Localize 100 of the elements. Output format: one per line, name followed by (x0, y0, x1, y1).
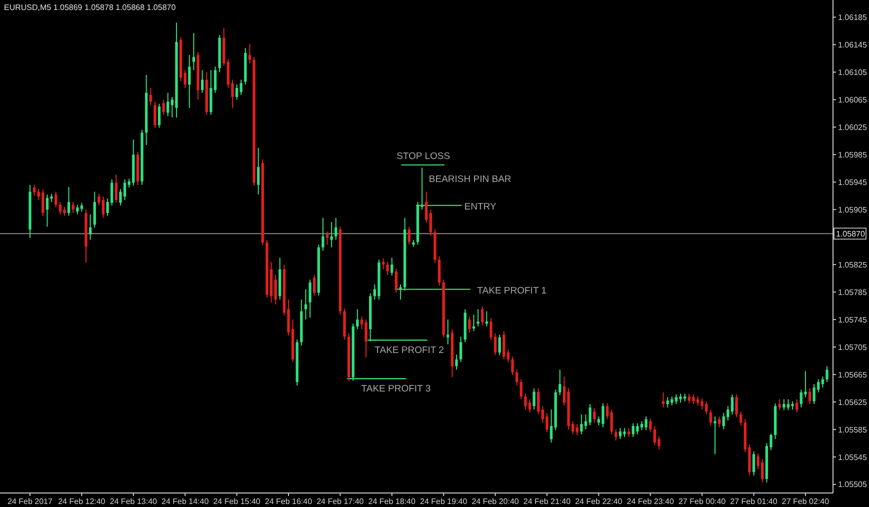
candlestick (606, 402, 609, 420)
candlestick (722, 412, 725, 430)
candlestick (674, 394, 678, 405)
candlestick (700, 398, 704, 410)
y-tick-label: 1.05665 (838, 370, 868, 380)
x-tick-label: 24 Feb 19:40 (420, 497, 468, 506)
candlestick (649, 418, 652, 433)
candlestick (446, 319, 450, 345)
candlestick (166, 92, 170, 117)
candlestick (524, 393, 527, 410)
candlestick (459, 336, 462, 363)
candlestick (602, 402, 604, 428)
candlestick (718, 416, 721, 428)
candlestick (248, 43, 252, 64)
candlestick (481, 306, 484, 326)
x-tick-label: 24 Feb 14:40 (162, 497, 210, 506)
x-tick-label: 24 Feb 23:40 (626, 497, 674, 506)
x-tick-label: 24 Feb 12:40 (58, 497, 106, 506)
candlestick (46, 194, 49, 228)
candlestick (666, 396, 669, 408)
candlestick (394, 268, 398, 294)
candlestick (614, 428, 618, 441)
candlestick (593, 408, 596, 424)
candlestick (425, 191, 428, 224)
x-tick-label: 24 Feb 13:40 (110, 497, 158, 506)
y-tick-label: 1.05705 (838, 342, 868, 352)
chart-title: EURUSD,M5 1.05869 1.05878 1.05868 1.05870 (4, 3, 176, 12)
candlestick (88, 214, 92, 240)
candlestick (714, 416, 716, 455)
candlestick (653, 426, 656, 446)
candlestick (256, 147, 260, 195)
y-tick-label: 1.05625 (838, 398, 868, 407)
candlestick (188, 54, 191, 108)
candlestick (356, 308, 359, 330)
candlestick (334, 217, 338, 240)
y-tick-label: 1.06025 (838, 122, 868, 132)
candlestick (498, 334, 501, 356)
x-tick-label: 24 Feb 18:40 (368, 497, 416, 506)
ref-line-label: STOP LOSS (396, 150, 450, 162)
candlestick (322, 217, 324, 252)
candlestick (472, 314, 476, 332)
x-tick-label: 24 Feb 22:40 (575, 497, 623, 506)
candlestick (326, 231, 329, 246)
candlestick (558, 369, 562, 396)
x-tick-label: 24 Feb 20:40 (472, 497, 520, 506)
candlestick (520, 378, 522, 400)
candlestick (580, 414, 583, 435)
candlestick (390, 257, 394, 276)
ref-line-label: TAKE PROFIT 1 (477, 285, 547, 296)
x-tick-label: 27 Feb 01:40 (730, 497, 778, 506)
candlestick (786, 398, 790, 411)
candlestick (692, 394, 695, 405)
x-tick-label: 27 Feb 00:40 (678, 497, 726, 506)
candlestick (506, 349, 510, 363)
candlestick (528, 398, 532, 413)
candlestick (240, 79, 242, 96)
candlestick (438, 256, 441, 286)
candlestick (184, 70, 186, 88)
candlestick (537, 388, 540, 415)
candlestick (200, 70, 204, 94)
candlestick (235, 84, 238, 100)
candlestick (740, 411, 742, 426)
candlestick (408, 226, 410, 246)
candlestick (313, 274, 316, 296)
candlestick (386, 261, 389, 276)
x-tick-label: 27 Feb 02:40 (782, 497, 830, 506)
candlestick (485, 310, 488, 327)
y-tick-label: 1.05945 (838, 178, 868, 187)
y-tick-label: 1.05745 (838, 315, 868, 324)
candlestick (644, 416, 648, 431)
y-tick-label: 1.05545 (838, 452, 868, 462)
y-tick-label: 1.05905 (838, 205, 868, 214)
candlestick (502, 330, 506, 360)
candlestick (429, 209, 432, 236)
candlestick (709, 409, 712, 426)
x-tick-label: 24 Feb 2017 (8, 497, 54, 506)
candlestick (610, 409, 613, 435)
candlestick (468, 316, 471, 334)
candlestick (158, 103, 161, 128)
candlestick (162, 99, 165, 116)
candlestick (93, 191, 96, 228)
x-tick-label: 24 Feb 21:40 (523, 497, 572, 506)
candlestick (730, 394, 734, 415)
candlestick (796, 398, 798, 413)
candlestick (550, 409, 553, 444)
candlestick (735, 394, 738, 418)
ref-line-label: TAKE PROFIT 2 (374, 345, 444, 356)
candlestick (778, 398, 781, 411)
candlestick (399, 284, 402, 300)
y-tick-label: 1.06065 (838, 95, 868, 104)
y-tick-label: 1.06105 (838, 68, 868, 77)
candlestick (308, 279, 312, 318)
candlestick (532, 388, 536, 410)
x-tick-label: 24 Feb 15:40 (213, 497, 261, 506)
candlestick (76, 204, 79, 215)
candlestick (32, 184, 36, 196)
candlestick (752, 450, 756, 476)
candlestick (330, 221, 333, 248)
candlestick (364, 319, 368, 358)
candlestick (192, 32, 196, 71)
